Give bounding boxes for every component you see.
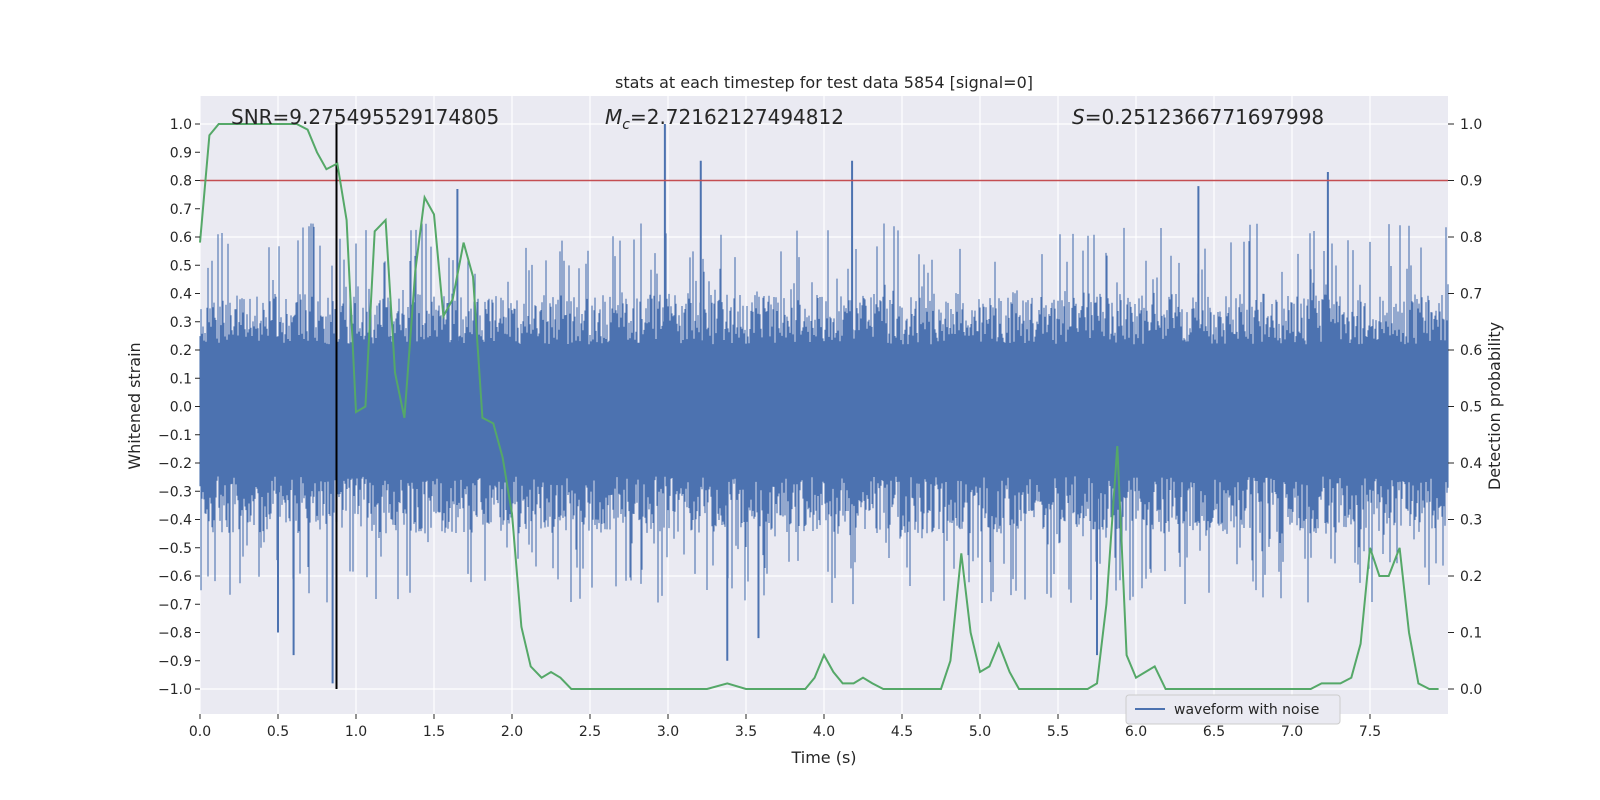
y-tick-label: −0.4: [158, 513, 192, 529]
y2-axis-label: Detection probability: [1485, 322, 1504, 490]
y2-tick-label: 0.1: [1460, 626, 1482, 642]
x-tick-label: 1.0: [345, 724, 367, 740]
y2-tick-label: 0.8: [1460, 230, 1482, 246]
y2-axis-ticks: 1.0 0.9 0.8 0.7 0.6 0.5 0.4 0.3 0.2 0.1 0.0: [1448, 117, 1482, 698]
y2-tick-label: 0.7: [1460, 287, 1482, 303]
y-tick-label: 0.1: [170, 371, 192, 387]
y-tick-label: −0.2: [158, 456, 192, 472]
x-axis-label: Time (s): [790, 748, 856, 767]
y-tick-label: −0.3: [158, 484, 192, 500]
x-tick-label: 2.0: [501, 724, 523, 740]
y-tick-label: 0.7: [170, 202, 192, 218]
chirp-mass-annotation: Mc=2.72162127494812: [605, 105, 844, 133]
mc-subscript: c: [622, 117, 630, 133]
y-tick-label: 0.9: [170, 145, 192, 161]
x-tick-label: 5.0: [969, 724, 991, 740]
mc-symbol: M: [605, 105, 622, 129]
snr-annotation: SNR=9.275495529174805: [231, 105, 499, 129]
y-tick-label: 1.0: [170, 117, 192, 133]
y-tick-label: −1.0: [158, 682, 192, 698]
y2-tick-label: 1.0: [1460, 117, 1482, 133]
legend-box: [1125, 694, 1341, 725]
y2-tick-label: 0.4: [1460, 456, 1482, 472]
x-tick-label: 4.5: [891, 724, 913, 740]
detection-probability-line: [199, 123, 1439, 690]
x-tick-label: 3.5: [735, 724, 757, 740]
s-symbol: S: [1072, 105, 1085, 129]
y2-tick-label: 0.3: [1460, 513, 1482, 529]
x-tick-label: 6.5: [1203, 724, 1225, 740]
y-tick-label: −0.1: [158, 428, 192, 444]
x-tick-label: 7.5: [1359, 724, 1381, 740]
x-tick-label: 6.0: [1125, 724, 1147, 740]
y-tick-label: 0.5: [170, 258, 192, 274]
y-tick-label: 0.4: [170, 287, 192, 303]
s-annotation: S=0.2512366771697998: [1072, 105, 1324, 129]
x-axis-ticks: 0.0 0.5 1.0 1.5 2.0 2.5 3.0 3.5 4.0 4.5 5.0 5.5 6.0 6…: [189, 714, 1381, 740]
mc-value: =2.72162127494812: [630, 105, 844, 129]
s-value: =0.2512366771697998: [1085, 105, 1324, 129]
x-tick-label: 2.5: [579, 724, 601, 740]
waveform-core: [200, 350, 1448, 463]
y-tick-label: −0.9: [158, 654, 192, 670]
y2-tick-label: 0.9: [1460, 174, 1482, 190]
x-tick-label: 3.0: [657, 724, 679, 740]
legend-label: waveform with noise: [1174, 702, 1319, 718]
x-tick-label: 7.0: [1281, 724, 1303, 740]
y2-tick-label: 0.5: [1460, 400, 1482, 416]
chart-title: stats at each timestep for test data 585…: [615, 73, 1033, 92]
y-axis-label: Whitened strain: [125, 342, 144, 469]
y-axis-ticks: 1.0 0.9 0.8 0.7 0.6 0.5 0.4 0.3 0.2 0.1 0.0 −0.1 −0.…: [158, 117, 200, 698]
y-tick-label: 0.2: [170, 343, 192, 359]
y-tick-label: 0.0: [170, 400, 192, 416]
y-tick-label: 0.3: [170, 315, 192, 331]
x-tick-label: 0.0: [189, 724, 211, 740]
y-tick-label: −0.6: [158, 569, 192, 585]
x-tick-label: 4.0: [813, 724, 835, 740]
y-tick-label: −0.8: [158, 626, 192, 642]
y2-tick-label: 0.6: [1460, 343, 1482, 359]
x-tick-label: 0.5: [267, 724, 289, 740]
y-tick-label: −0.7: [158, 597, 192, 613]
x-tick-label: 1.5: [423, 724, 445, 740]
legend: waveform with noise: [1125, 694, 1341, 725]
y2-tick-label: 0.2: [1460, 569, 1482, 585]
y2-tick-label: 0.0: [1460, 682, 1482, 698]
y-tick-label: −0.5: [158, 541, 192, 557]
x-tick-label: 5.5: [1047, 724, 1069, 740]
y-tick-label: 0.6: [170, 230, 192, 246]
y-tick-label: 0.8: [170, 174, 192, 190]
